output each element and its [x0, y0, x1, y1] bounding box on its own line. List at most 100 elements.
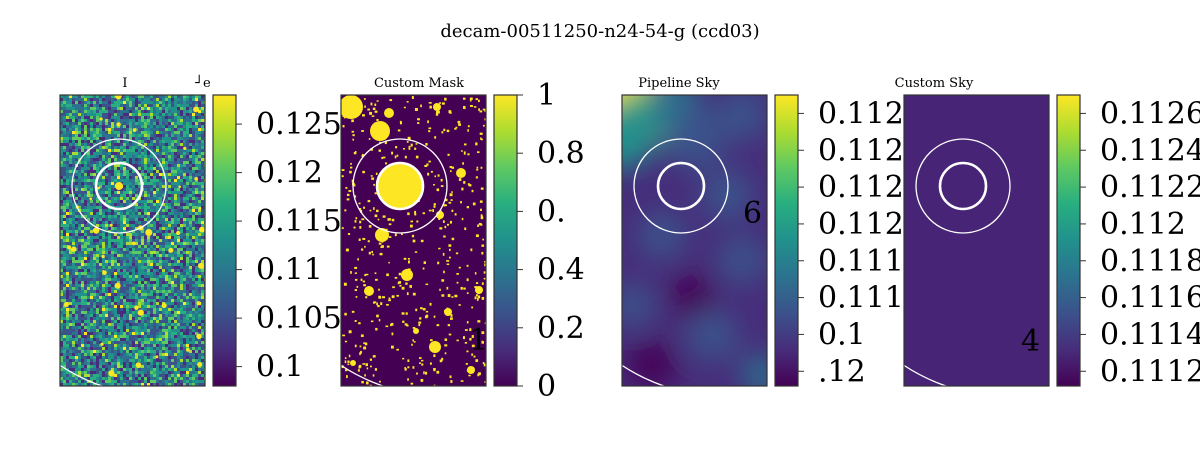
noise-pixel: [126, 308, 129, 311]
noise-pixel: [168, 287, 171, 290]
noise-pixel: [117, 170, 120, 173]
noise-pixel: [183, 134, 186, 137]
noise-pixel: [201, 113, 204, 116]
noise-pixel: [87, 227, 90, 230]
noise-pixel: [126, 329, 129, 332]
noise-pixel: [168, 305, 171, 308]
noise-pixel: [63, 356, 66, 359]
noise-pixel: [87, 362, 90, 365]
noise-pixel: [96, 359, 99, 362]
noise-pixel: [78, 134, 81, 137]
noise-pixel: [168, 347, 171, 350]
noise-pixel: [162, 251, 165, 254]
noise-pixel: [198, 248, 201, 251]
noise-pixel: [66, 284, 69, 287]
noise-pixel: [69, 98, 72, 101]
noise-pixel: [123, 356, 126, 359]
noise-pixel: [66, 293, 69, 296]
noise-pixel: [138, 155, 141, 158]
noise-pixel: [120, 134, 123, 137]
noise-pixel: [186, 224, 189, 227]
noise-pixel: [84, 371, 87, 374]
noise-pixel: [165, 203, 168, 206]
noise-pixel: [129, 101, 132, 104]
noise-pixel: [63, 146, 66, 149]
noise-pixel: [177, 197, 180, 200]
mask-pixel: [445, 198, 448, 202]
noise-pixel: [201, 218, 204, 221]
noise-pixel: [141, 119, 144, 122]
noise-pixel: [159, 188, 162, 191]
noise-pixel: [168, 335, 171, 338]
noise-pixel: [75, 257, 78, 260]
noise-pixel: [60, 98, 63, 101]
noise-pixel: [192, 143, 195, 146]
noise-pixel: [66, 371, 69, 374]
noise-pixel: [120, 323, 123, 326]
noise-pixel: [108, 353, 111, 356]
noise-pixel: [126, 377, 129, 380]
noise-pixel: [174, 224, 177, 227]
noise-pixel: [84, 239, 87, 242]
noise-pixel: [171, 104, 174, 107]
noise-pixel: [87, 350, 90, 353]
noise-pixel: [132, 134, 135, 137]
noise-pixel: [144, 242, 147, 245]
mask-pixel: [463, 151, 466, 155]
noise-pixel: [147, 194, 150, 197]
noise-pixel: [129, 206, 132, 209]
noise-pixel: [108, 305, 111, 308]
noise-pixel: [147, 272, 150, 275]
noise-pixel: [153, 98, 156, 101]
noise-pixel: [84, 131, 87, 134]
noise-pixel: [60, 293, 63, 296]
noise-pixel: [72, 356, 75, 359]
noise-pixel: [123, 359, 126, 362]
noise-pixel: [165, 353, 168, 356]
noise-pixel: [153, 371, 156, 374]
noise-pixel: [81, 239, 84, 242]
noise-pixel: [120, 215, 123, 218]
noise-pixel: [129, 257, 132, 260]
noise-pixel: [66, 188, 69, 191]
noise-pixel: [117, 338, 120, 341]
noise-pixel: [129, 359, 132, 362]
noise-pixel: [120, 176, 123, 179]
noise-pixel: [81, 197, 84, 200]
noise-pixel: [84, 236, 87, 239]
noise-pixel: [201, 161, 204, 164]
noise-pixel: [132, 374, 135, 377]
noise-pixel: [156, 113, 159, 116]
noise-pixel: [117, 104, 120, 107]
noise-pixel: [105, 116, 108, 119]
noise-pixel: [69, 266, 72, 269]
noise-pixel: [108, 269, 111, 272]
noise-pixel: [96, 197, 99, 200]
noise-pixel: [87, 287, 90, 290]
noise-pixel: [156, 242, 159, 245]
noise-pixel: [87, 173, 90, 176]
noise-pixel: [201, 341, 204, 344]
noise-pixel: [72, 212, 75, 215]
noise-pixel: [165, 152, 168, 155]
noise-pixel: [171, 266, 174, 269]
noise-pixel: [108, 110, 111, 113]
noise-pixel: [114, 362, 117, 365]
noise-pixel: [78, 200, 81, 203]
noise-pixel: [66, 218, 69, 221]
noise-pixel: [69, 122, 72, 125]
noise-pixel: [81, 95, 84, 98]
noise-pixel: [63, 266, 66, 269]
noise-pixel: [153, 335, 156, 338]
noise-pixel: [144, 332, 147, 335]
noise-pixel: [201, 110, 204, 113]
noise-pixel: [153, 182, 156, 185]
noise-pixel: [69, 344, 72, 347]
noise-pixel: [192, 329, 195, 332]
noise-pixel: [156, 281, 159, 284]
noise-pixel: [90, 137, 93, 140]
noise-pixel: [159, 377, 162, 380]
noise-pixel: [63, 149, 66, 152]
noise-pixel: [135, 293, 138, 296]
